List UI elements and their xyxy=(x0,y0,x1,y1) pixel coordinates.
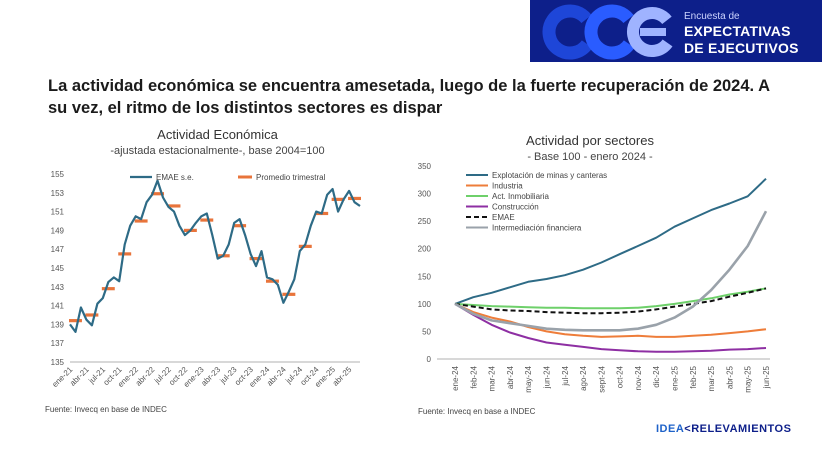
brand-arrow-icon: < xyxy=(684,423,692,435)
chart2-ytick-label: 50 xyxy=(422,327,431,336)
header-title-line2: DE EJECUTIVOS xyxy=(684,40,799,56)
chart1-xtick-label: abr-25 xyxy=(331,365,354,388)
chart1-ytick-label: 147 xyxy=(51,245,65,254)
chart2-xtick-label: feb-25 xyxy=(689,365,698,388)
chart1-ytick-label: 151 xyxy=(51,208,65,217)
chart2-xtick-label: may-24 xyxy=(524,365,533,392)
chart1-xtick-label: abr-21 xyxy=(68,365,91,388)
chart1-ytick-label: 149 xyxy=(51,226,65,235)
slide-headline: La actividad económica se encuentra ames… xyxy=(48,77,770,117)
chart2-xtick-label: feb-24 xyxy=(469,365,478,388)
chart1-subtitle: -ajustada estacionalmente-, base 2004=10… xyxy=(110,145,325,157)
chart2-legend-label: Act. Inmobiliaria xyxy=(492,192,549,201)
chart2-xtick-label: mar-25 xyxy=(707,365,716,391)
chart2-series-line xyxy=(454,287,767,315)
chart2-series-line xyxy=(454,177,767,305)
chart1-series-emae-line xyxy=(69,179,361,333)
header-title-line1: EXPECTATIVAS xyxy=(684,23,791,39)
chart2-xtick-label: ene-25 xyxy=(671,365,680,390)
chart2-xtick-label: oct-24 xyxy=(616,365,625,388)
chart2-legend-label: Industria xyxy=(492,182,523,191)
chart1-title: Actividad Económica xyxy=(157,127,278,142)
chart1-ytick-label: 139 xyxy=(51,320,65,329)
chart2-xtick-label: abr-24 xyxy=(506,365,515,389)
brand-part1: IDEA xyxy=(656,423,685,435)
chart2-xtick-label: nov-24 xyxy=(634,365,643,390)
chart1-ytick-label: 155 xyxy=(51,170,65,179)
chart2-xtick-label: ago-24 xyxy=(579,365,588,390)
chart2-source: Fuente: Invecq en base a INDEC xyxy=(418,407,536,416)
chart2-ytick-label: 300 xyxy=(418,190,432,199)
chart2-xtick-label: may-25 xyxy=(744,365,753,392)
chart1-ytick-label: 135 xyxy=(51,358,65,367)
chart2-legend-label: Intermediación financiera xyxy=(492,224,582,233)
chart1-xtick-label: abr-22 xyxy=(134,365,157,388)
chart2-ytick-label: 350 xyxy=(418,162,432,171)
chart1-xtick-label: abr-24 xyxy=(265,365,288,388)
chart2-xtick-label: abr-25 xyxy=(725,365,734,389)
chart2-legend-label: Explotación de minas y canteras xyxy=(492,171,607,180)
chart2-xtick-label: ene-24 xyxy=(451,365,460,390)
chart2-xtick-label: jul-24 xyxy=(561,365,570,386)
chart1-ytick-label: 137 xyxy=(51,339,65,348)
chart2-series-line xyxy=(454,210,768,332)
chart2-xtick-label: jun-24 xyxy=(542,365,551,389)
chart2-xtick-label: jun-25 xyxy=(762,365,771,389)
chart2-xtick-label: mar-24 xyxy=(488,365,497,391)
cee-logo-icon xyxy=(542,4,677,60)
chart2-ytick-label: 200 xyxy=(418,245,432,254)
chart-activity-sectors: 0 50 100 150 200 250 300 350 ene-24 feb-24 mar-24 a… xyxy=(418,162,771,393)
brand-part2: RELEVAMIENTOS xyxy=(691,423,792,435)
chart1-legend-emae-label: EMAE s.e. xyxy=(156,173,194,182)
chart2-series-line xyxy=(454,303,767,353)
header-subtitle: Encuesta de xyxy=(684,11,740,22)
header-banner: Encuesta de EXPECTATIVAS DE EJECUTIVOS xyxy=(0,0,822,62)
chart2-legend-label: EMAE xyxy=(492,213,515,222)
chart2-legend-label: Construcción xyxy=(492,203,539,212)
chart1-ytick-label: 153 xyxy=(51,189,65,198)
chart2-ytick-label: 0 xyxy=(427,355,432,364)
brand-logo: IDEA<RELEVAMIENTOS xyxy=(656,423,791,435)
chart1-ytick-label: 141 xyxy=(51,302,65,311)
chart2-series-line xyxy=(454,302,767,338)
chart1-xtick-label: abr-23 xyxy=(199,365,222,388)
chart1-ytick-label: 145 xyxy=(51,264,65,273)
chart2-ytick-label: 150 xyxy=(418,272,432,281)
chart2-xtick-label: dic-24 xyxy=(652,365,661,387)
chart-activity-economic: 135137139141143145147149151153155ene-21a… xyxy=(50,170,361,389)
chart2-series-line xyxy=(454,287,767,310)
chart2-xtick-label: sept-24 xyxy=(597,365,606,392)
chart2-ytick-label: 250 xyxy=(418,217,432,226)
chart2-ytick-label: 100 xyxy=(418,300,432,309)
chart1-legend-average-label: Promedio trimestral xyxy=(256,173,326,182)
chart2-subtitle: - Base 100 - enero 2024 - xyxy=(527,151,653,163)
chart1-ytick-label: 143 xyxy=(51,283,65,292)
chart2-title: Actividad por sectores xyxy=(526,133,654,148)
chart1-source: Fuente: Invecq en base de INDEC xyxy=(45,405,167,414)
